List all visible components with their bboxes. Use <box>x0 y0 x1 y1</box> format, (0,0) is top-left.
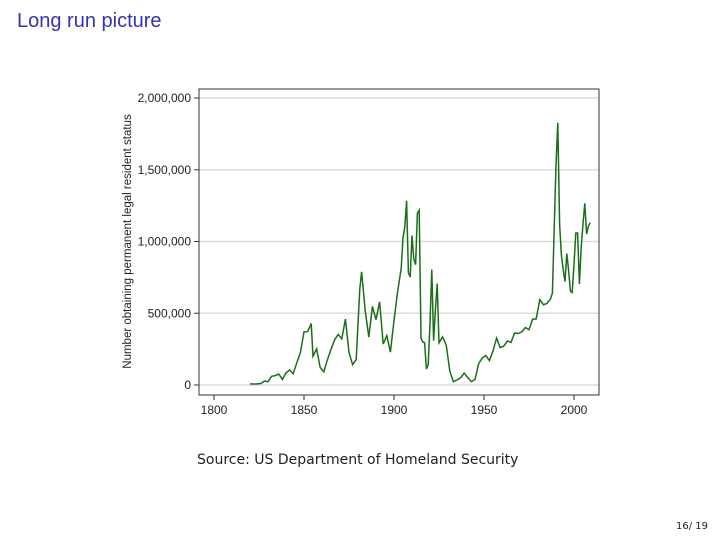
y-tick-label: 500,000 <box>148 306 192 320</box>
x-tick-label: 1900 <box>381 403 408 417</box>
y-tick-label: 0 <box>184 378 191 392</box>
page-number: 16/ 19 <box>676 521 708 532</box>
series-line-permanent-residents <box>249 122 591 385</box>
x-tick-label: 1800 <box>201 403 228 417</box>
x-axis: 1800 1850 1900 1950 2000 <box>201 395 588 417</box>
y-tick-label: 2,000,000 <box>138 91 192 105</box>
y-tick-label: 1,000,000 <box>138 235 192 249</box>
y-axis: 0 500,000 1,000,000 1,500,000 2,000,000 <box>138 91 199 392</box>
source-note: Source: US Department of Homeland Securi… <box>197 452 519 468</box>
x-tick-label: 2000 <box>561 403 588 417</box>
line-chart: 0 500,000 1,000,000 1,500,000 2,000,000 1800… <box>122 88 600 417</box>
y-tick-label: 1,500,000 <box>138 163 192 177</box>
y-axis-label: Number obtaining permanent legal residen… <box>122 114 134 369</box>
x-tick-label: 1850 <box>291 403 318 417</box>
x-tick-label: 1950 <box>471 403 498 417</box>
gridlines <box>199 97 599 386</box>
slide-title: Long run picture <box>17 10 162 32</box>
